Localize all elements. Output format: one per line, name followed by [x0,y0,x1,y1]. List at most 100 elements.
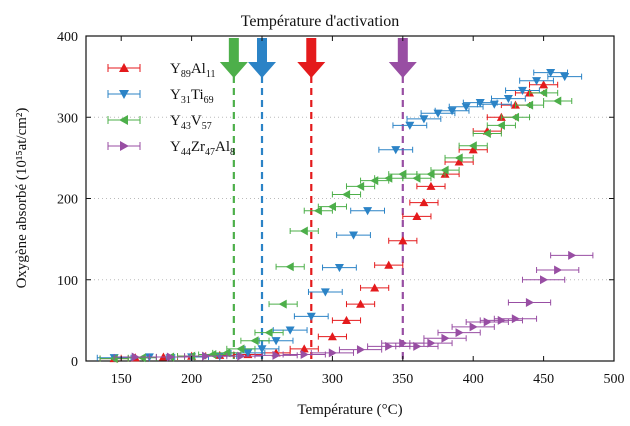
x-tick-label: 450 [533,372,554,387]
legend-label: Y89Al11 [170,61,215,80]
data-point [264,328,273,338]
data-point [461,103,471,112]
data-point [300,350,309,359]
data-point [384,260,394,269]
y-tick-label: 200 [57,193,78,208]
chart-title: Température d'activation [241,13,400,30]
data-point [441,333,450,343]
data-point [356,299,366,308]
data-point [454,157,464,166]
data-point [426,169,435,179]
data-point [447,107,457,116]
annotation-layer [219,38,417,361]
data-point [468,145,478,154]
data-point [285,262,294,272]
data-point [306,312,316,321]
data-point [398,236,408,245]
y-tick-label: 0 [71,355,78,370]
data-point [278,299,287,309]
data-point [426,181,436,190]
data-point [468,141,477,151]
x-tick-label: 400 [463,372,484,387]
legend-marker-icon [119,90,129,99]
x-tick-label: 200 [181,372,202,387]
data-point [433,109,443,118]
data-point [222,348,231,358]
x-tick-label: 300 [322,372,343,387]
data-point [540,275,549,285]
data-point [510,112,520,122]
data-point [384,173,393,183]
data-point [341,315,351,324]
x-tick-label: 350 [392,372,413,387]
data-point [349,231,359,240]
legend-label: Y31Ti69 [170,87,214,106]
x-tick-label: 150 [111,372,132,387]
data-point [539,80,549,89]
data-point [202,351,211,361]
data-point [250,336,259,346]
data-point [475,99,485,108]
data-point [419,198,429,207]
data-point [532,77,542,86]
data-point [412,173,421,183]
data-point [489,100,499,109]
data-point [391,146,401,155]
legend-marker-icon [119,63,129,72]
legend-marker-icon [119,115,128,125]
data-point [554,265,563,275]
data-point [328,348,337,358]
data-point [356,345,366,355]
legend: Y89Al11 Y31Ti69 Y43V57 Y44Zr47Al8 [107,61,235,158]
data-point [455,328,464,338]
data-point [440,165,449,175]
data-point [427,338,436,348]
data-point [398,169,407,179]
data-point [503,94,513,104]
data-point [497,315,506,325]
data-point [334,263,344,273]
data-point [511,314,520,324]
data-point [243,349,253,358]
data-point [539,88,548,98]
activation-arrow-icon [219,38,248,78]
y-tick-label: 100 [57,274,78,289]
y-axis-title: Oxygène absorbé (10¹⁵at/cm²) [14,108,30,289]
data-point [257,345,267,354]
activation-arrow-icon [297,38,326,78]
data-point [419,115,429,124]
data-point [560,73,570,82]
series-layer [96,68,594,364]
tick-layer: 0 100 200 300 400 150 200 250 300 350 400 450 500 [57,30,625,387]
data-point [356,181,365,191]
data-point [385,341,394,351]
legend-label: Y44Zr47Al8 [170,139,235,158]
data-point [327,202,336,212]
data-point [131,352,140,362]
y-tick-label: 400 [57,30,78,45]
data-point [299,344,309,353]
data-point [313,206,322,216]
data-point [525,100,534,110]
data-point [399,338,408,348]
data-point [166,352,175,362]
x-tick-label: 500 [604,372,625,387]
data-point [525,298,535,307]
data-point [299,226,308,236]
activation-arrow-icon [388,38,417,78]
data-point [341,189,351,199]
legend-label: Y43V57 [170,113,212,132]
legend-marker-icon [120,141,129,151]
data-point [285,326,295,335]
data-point [517,86,527,95]
data-point [454,153,463,163]
x-axis-title: Température (°C) [297,402,402,418]
data-point [405,121,415,130]
data-point [412,211,422,220]
data-point [483,317,492,327]
data-point [553,96,562,106]
data-point [271,337,281,346]
y-tick-label: 300 [57,111,78,126]
